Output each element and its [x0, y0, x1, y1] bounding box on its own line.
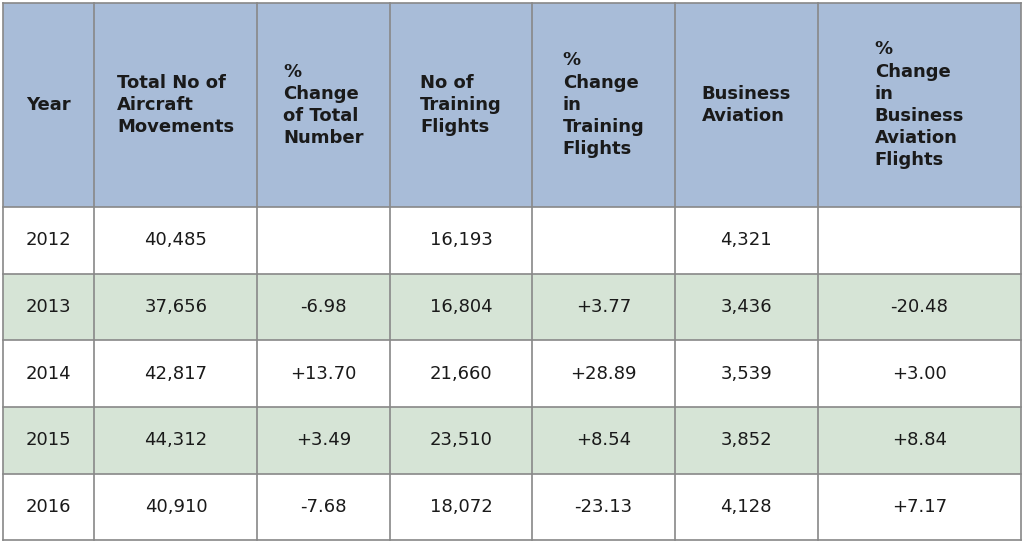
Text: +3.00: +3.00: [892, 364, 947, 383]
Text: -6.98: -6.98: [300, 298, 347, 316]
Text: Total No of
Aircraft
Movements: Total No of Aircraft Movements: [118, 74, 234, 136]
Text: 16,193: 16,193: [430, 231, 493, 249]
Bar: [390, 274, 532, 340]
Text: -23.13: -23.13: [574, 498, 633, 516]
Bar: [675, 274, 817, 340]
Text: 2016: 2016: [26, 498, 72, 516]
Bar: [817, 407, 1021, 473]
Bar: [817, 274, 1021, 340]
Text: 2013: 2013: [26, 298, 72, 316]
Text: %
Change
in
Training
Flights: % Change in Training Flights: [563, 52, 644, 159]
Bar: [94, 407, 257, 473]
Text: +3.77: +3.77: [577, 298, 631, 316]
Text: 18,072: 18,072: [430, 498, 493, 516]
Bar: [532, 340, 675, 407]
Bar: [390, 473, 532, 540]
Bar: [94, 207, 257, 274]
Bar: [817, 207, 1021, 274]
Text: -20.48: -20.48: [891, 298, 948, 316]
Bar: [3, 473, 94, 540]
Text: 16,804: 16,804: [430, 298, 493, 316]
Bar: [257, 274, 390, 340]
Bar: [532, 407, 675, 473]
Text: +13.70: +13.70: [291, 364, 356, 383]
Bar: [94, 340, 257, 407]
Text: 3,539: 3,539: [720, 364, 772, 383]
Text: +8.54: +8.54: [577, 431, 631, 449]
Bar: [390, 407, 532, 473]
Bar: [257, 473, 390, 540]
Text: Year: Year: [27, 96, 71, 114]
Text: 3,436: 3,436: [721, 298, 772, 316]
Bar: [3, 407, 94, 473]
Bar: [390, 340, 532, 407]
Text: 2014: 2014: [26, 364, 72, 383]
Bar: [94, 3, 257, 207]
Bar: [532, 473, 675, 540]
Text: +28.89: +28.89: [570, 364, 637, 383]
Text: -7.68: -7.68: [300, 498, 347, 516]
Bar: [257, 207, 390, 274]
Bar: [390, 3, 532, 207]
Bar: [675, 3, 817, 207]
Bar: [94, 274, 257, 340]
Bar: [675, 340, 817, 407]
Text: 44,312: 44,312: [144, 431, 208, 449]
Text: 37,656: 37,656: [144, 298, 208, 316]
Text: %
Change
of Total
Number: % Change of Total Number: [284, 62, 364, 147]
Bar: [675, 473, 817, 540]
Text: 40,910: 40,910: [144, 498, 207, 516]
Text: +7.17: +7.17: [892, 498, 947, 516]
Bar: [675, 407, 817, 473]
Bar: [3, 340, 94, 407]
Bar: [532, 207, 675, 274]
Bar: [257, 3, 390, 207]
Text: 42,817: 42,817: [144, 364, 208, 383]
Bar: [257, 340, 390, 407]
Bar: [3, 207, 94, 274]
Text: 21,660: 21,660: [430, 364, 493, 383]
Bar: [94, 473, 257, 540]
Bar: [257, 407, 390, 473]
Text: 23,510: 23,510: [430, 431, 493, 449]
Text: 4,128: 4,128: [721, 498, 772, 516]
Text: 2012: 2012: [26, 231, 72, 249]
Text: Business
Aviation: Business Aviation: [701, 85, 791, 125]
Bar: [817, 340, 1021, 407]
Bar: [3, 274, 94, 340]
Text: 3,852: 3,852: [721, 431, 772, 449]
Text: 4,321: 4,321: [721, 231, 772, 249]
Bar: [532, 274, 675, 340]
Bar: [817, 473, 1021, 540]
Bar: [817, 3, 1021, 207]
Text: 40,485: 40,485: [144, 231, 207, 249]
Bar: [532, 3, 675, 207]
Text: +3.49: +3.49: [296, 431, 351, 449]
Text: No of
Training
Flights: No of Training Flights: [420, 74, 502, 136]
Text: +8.84: +8.84: [892, 431, 947, 449]
Bar: [3, 3, 94, 207]
Bar: [390, 207, 532, 274]
Text: %
Change
in
Business
Aviation
Flights: % Change in Business Aviation Flights: [874, 40, 964, 169]
Bar: [675, 207, 817, 274]
Text: 2015: 2015: [26, 431, 72, 449]
